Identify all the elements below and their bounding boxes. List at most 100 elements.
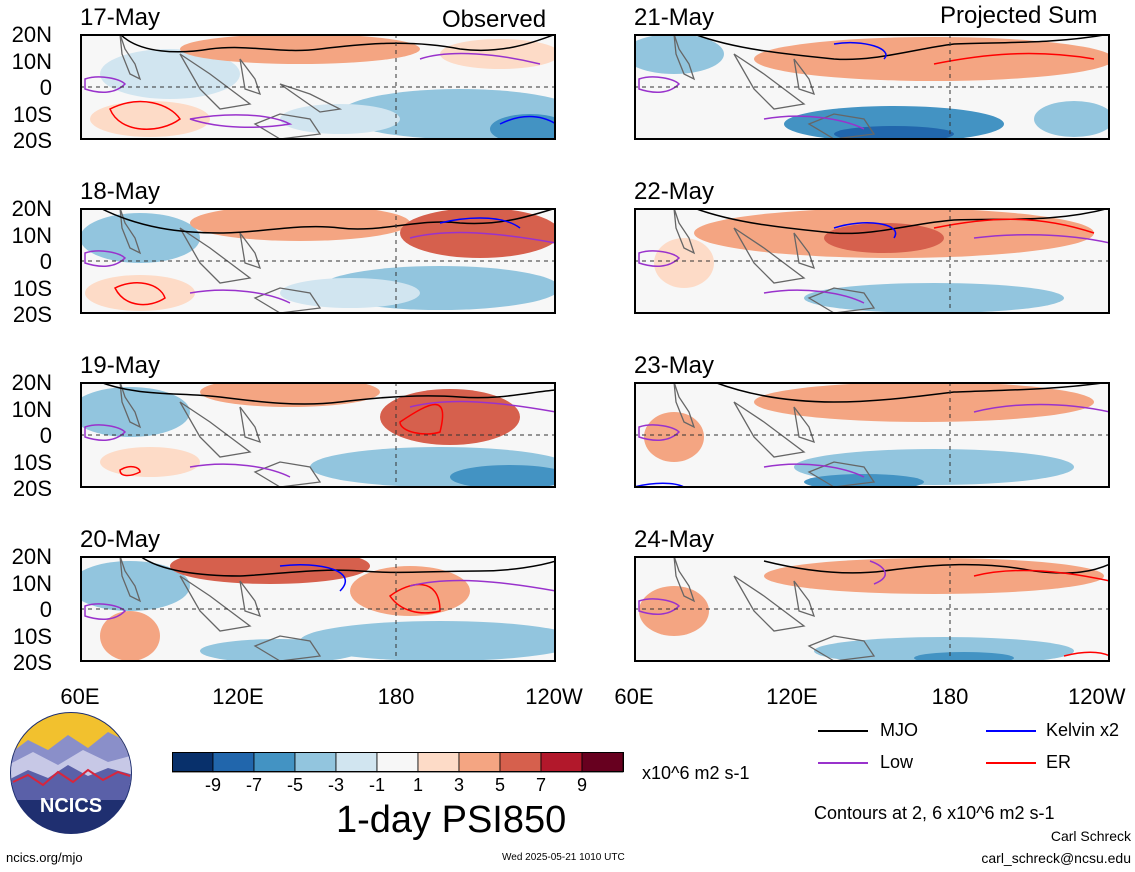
map-panel-observed-1 <box>80 34 556 140</box>
lon-label: 120E <box>212 684 264 709</box>
map-panel-observed-2 <box>80 208 556 314</box>
panel-date-observed-1: 17-May <box>80 4 161 31</box>
lat-label: 0 <box>39 423 52 448</box>
colorbar-units: x10^6 m2 s-1 <box>642 763 750 783</box>
lat-label: 10S <box>12 102 52 127</box>
contours <box>634 382 1110 488</box>
field-title: 1-day PSI850 <box>336 799 567 841</box>
legend-line-kelvin <box>986 730 1036 732</box>
colorbar-tick: 5 <box>494 775 505 795</box>
footer-site: ncics.org/mjo <box>6 850 83 865</box>
anomaly-field <box>80 556 556 662</box>
colorbar-cell <box>417 752 460 773</box>
colorbar-tick: -3 <box>327 775 344 795</box>
colorbar <box>172 752 624 773</box>
colorbar-tick: -7 <box>245 775 262 795</box>
panel-date-observed-4: 20-May <box>80 526 161 553</box>
colorbar-cell <box>581 752 624 773</box>
colorbar-tick: 7 <box>535 775 546 795</box>
panel-frame <box>80 208 556 314</box>
anomaly-field <box>80 382 556 488</box>
lat-label: 20N <box>11 370 52 395</box>
footer-timestamp: Wed 2025-05-21 1010 UTC <box>502 852 625 863</box>
contours <box>638 208 1110 304</box>
lon-label: 120E <box>766 684 818 709</box>
lat-label: 20S <box>12 302 52 327</box>
land-outline <box>673 34 876 140</box>
anomaly-field <box>80 208 556 314</box>
anomaly-field <box>634 382 1110 488</box>
lat-label: 20S <box>12 128 52 153</box>
colorbar-cell <box>335 752 378 773</box>
lon-label: 60E <box>614 684 654 709</box>
footer-email: carl_schreck@ncsu.edu <box>981 850 1131 866</box>
land-outline <box>119 382 322 488</box>
ncics-logo: NCICS <box>10 712 132 834</box>
projected-header: Projected Sum <box>940 2 1098 29</box>
anomaly-field <box>634 556 1110 662</box>
colorbar-cell <box>458 752 501 773</box>
lat-label: 10N <box>11 397 52 422</box>
legend-label-low: Low <box>880 752 914 772</box>
lat-label: 0 <box>39 249 52 274</box>
panel-frame <box>634 556 1110 662</box>
land-outline <box>673 382 876 488</box>
lat-label: 10N <box>11 571 52 596</box>
colorbar-tick: 1 <box>412 775 423 795</box>
panel-date-observed-3: 19-May <box>80 352 161 379</box>
legend-line-er <box>986 762 1036 764</box>
land-outline <box>673 208 876 314</box>
lon-label: 180 <box>931 684 969 709</box>
colorbar-cell <box>253 752 296 773</box>
map-panel-observed-3 <box>80 382 556 488</box>
colorbar-tick: -9 <box>204 775 221 795</box>
panel-frame <box>634 208 1110 314</box>
contours <box>84 382 556 478</box>
panel-frame <box>80 382 556 488</box>
map-panel-projected-4 <box>634 556 1110 662</box>
lat-label: 10N <box>11 49 52 74</box>
colorbar-tick: -5 <box>286 775 303 795</box>
lat-label: 0 <box>39 597 52 622</box>
lat-label: 10S <box>12 624 52 649</box>
panel-frame <box>634 34 1110 140</box>
colorbar-cell <box>540 752 583 773</box>
panel-date-projected-4: 24-May <box>634 526 715 553</box>
colorbar-cell <box>294 752 337 773</box>
legend-label-mjo: MJO <box>880 720 918 740</box>
panel-frame <box>80 34 556 140</box>
map-panel-projected-2 <box>634 208 1110 314</box>
map-panel-projected-1 <box>634 34 1110 140</box>
lat-label: 20N <box>11 544 52 569</box>
colorbar-frame <box>172 752 624 772</box>
contour-note: Contours at 2, 6 x10^6 m2 s-1 <box>814 803 1055 823</box>
panel-frame <box>634 382 1110 488</box>
anomaly-field <box>80 34 556 140</box>
observed-header: Observed <box>442 6 547 33</box>
land-outline <box>119 34 343 140</box>
lat-label: 10S <box>12 450 52 475</box>
legend-line-low <box>818 762 868 764</box>
lon-label: 60E <box>60 684 100 709</box>
lat-label: 10S <box>12 276 52 301</box>
lat-label: 0 <box>39 75 52 100</box>
legend-label-er: ER <box>1046 752 1072 772</box>
lat-label: 10N <box>11 223 52 248</box>
panel-date-observed-2: 18-May <box>80 178 161 205</box>
contours <box>638 34 1110 130</box>
colorbar-cell <box>499 752 542 773</box>
logo-text: NCICS <box>40 795 102 817</box>
land-outline <box>119 556 322 662</box>
lon-label: 180 <box>377 684 415 709</box>
anomaly-field <box>634 208 1110 314</box>
contours <box>84 208 556 306</box>
panel-frame <box>80 556 556 662</box>
contours <box>84 34 556 130</box>
land-outline <box>119 208 322 314</box>
footer-author: Carl Schreck <box>1050 828 1131 844</box>
panel-date-projected-1: 21-May <box>634 4 715 31</box>
legend-line-mjo <box>818 730 868 732</box>
map-panel-projected-3 <box>634 382 1110 488</box>
colorbar-cell <box>212 752 255 773</box>
lat-label: 20S <box>12 650 52 675</box>
